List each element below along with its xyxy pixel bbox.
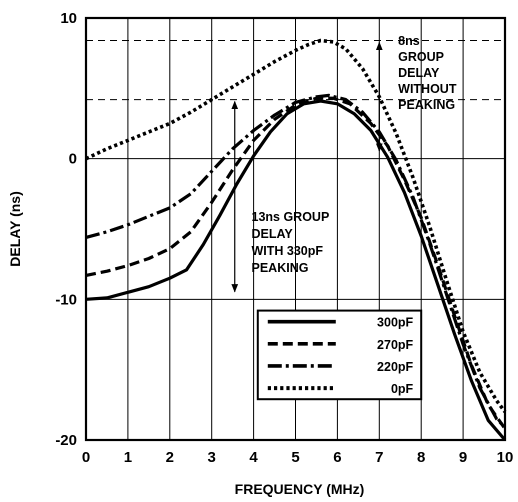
x-tick-label: 4 [249, 449, 258, 466]
annotation-line: GROUP [398, 50, 444, 64]
x-tick-label: 2 [166, 449, 174, 466]
legend-label-300pf: 300pF [377, 316, 413, 330]
x-tick-label: 10 [497, 449, 514, 466]
y-axis-label: DELAY (ns) [7, 191, 23, 266]
legend-label-0pf: 0pF [391, 382, 414, 396]
x-tick-label: 5 [291, 449, 299, 466]
x-tick-label: 1 [124, 449, 132, 466]
tick-labels: 0 1 2 3 4 5 6 7 8 9 10 10 0 -10 -20 [55, 10, 513, 466]
x-tick-label: 6 [333, 449, 341, 466]
reference-lines [86, 40, 505, 101]
legend: 300pF 270pF 220pF 0pF [256, 309, 423, 401]
x-tick-label: 0 [82, 449, 90, 466]
legend-box [256, 309, 423, 401]
series-line-220pf [85, 93, 507, 429]
annotation-line: 8ns [398, 34, 420, 48]
x-axis-label: FREQUENCY (MHz) [235, 481, 365, 497]
legend-label-220pf: 220pF [377, 360, 413, 374]
legend-label-270pf: 270pF [377, 338, 413, 352]
annotation-text: 13ns GROUP DELAY WITH 330pF PEAKING [252, 210, 330, 275]
annotation-line: PEAKING [398, 98, 455, 112]
y-tick-label: 0 [69, 151, 77, 168]
annotation-line: WITH 330pF [252, 244, 324, 258]
plot-frame [84, 16, 507, 442]
y-tick-label: -20 [55, 432, 77, 449]
annotation-text: 8ns GROUP DELAY WITHOUT PEAKING [398, 34, 457, 112]
x-tick-label: 9 [459, 449, 467, 466]
annotation-line: DELAY [398, 66, 440, 80]
x-tick-label: 8 [417, 449, 425, 466]
y-tick-label: -10 [55, 291, 77, 308]
x-tick-label: 7 [375, 449, 383, 466]
series-lines [85, 38, 507, 442]
annotation-line: 13ns GROUP [252, 210, 330, 224]
y-tick-label: 10 [60, 10, 77, 27]
annotation-line: DELAY [252, 227, 294, 241]
annotation-line: PEAKING [252, 261, 309, 275]
annotations: 8ns GROUP DELAY WITHOUT PEAKING 13ns GROUP DEL… [231, 34, 457, 293]
annotation-line: WITHOUT [398, 82, 457, 96]
series-line-0pf [85, 38, 507, 413]
x-tick-label: 3 [208, 449, 216, 466]
